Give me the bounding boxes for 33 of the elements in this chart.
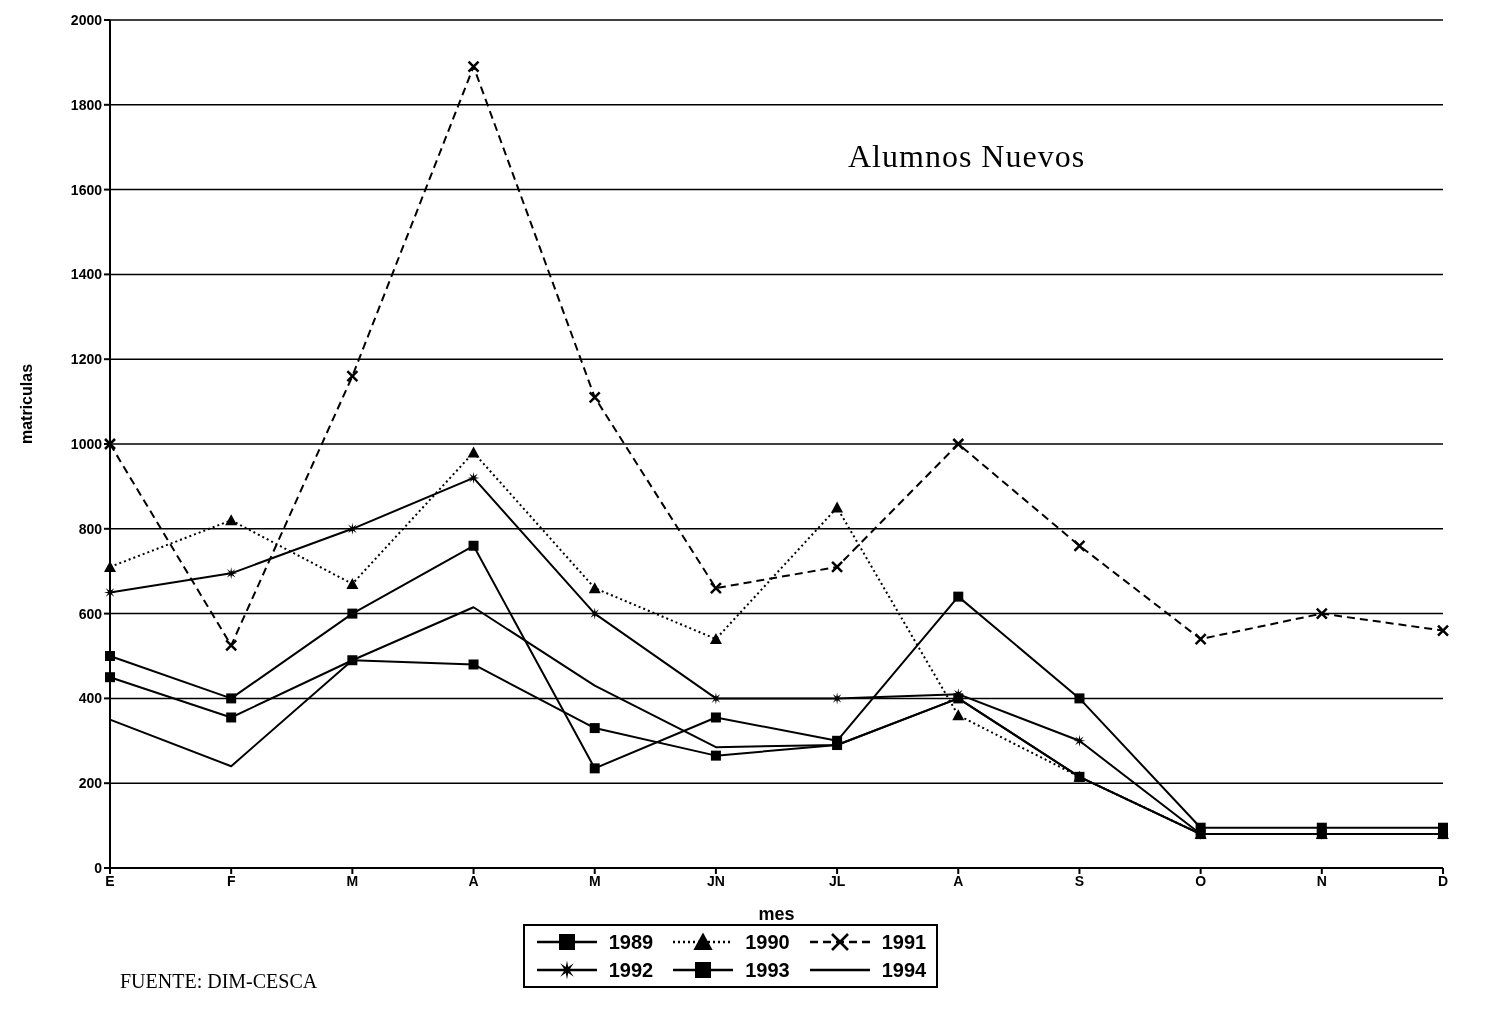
- x-tick-label: A: [468, 872, 479, 889]
- y-tick-label: 2000: [70, 11, 103, 28]
- y-tick-label: 1000: [70, 435, 103, 452]
- y-tick-label: 200: [78, 775, 103, 792]
- legend-label: 1989: [608, 930, 654, 954]
- x-axis-title: mes: [758, 904, 795, 924]
- legend-label: 1993: [745, 958, 790, 982]
- y-tick-label: 1800: [70, 96, 103, 113]
- y-tick-label: 600: [78, 605, 103, 622]
- x-tick-label: JN: [706, 872, 725, 889]
- y-tick-label: 1400: [70, 266, 103, 283]
- source-note: FUENTE: DIM-CESCA: [120, 970, 318, 993]
- x-tick-label: M: [346, 872, 359, 889]
- x-tick-label: S: [1074, 872, 1085, 889]
- y-tick-label: 800: [78, 520, 103, 537]
- x-tick-label: M: [588, 872, 601, 889]
- legend-label: 1990: [745, 930, 790, 954]
- y-tick-label: 1600: [70, 181, 103, 198]
- x-tick-label: O: [1195, 872, 1207, 889]
- x-tick-label: JL: [828, 872, 846, 889]
- legend-label: 1992: [608, 958, 654, 982]
- x-tick-label: D: [1437, 872, 1449, 889]
- y-axis-title: matriculas: [17, 363, 35, 444]
- y-tick-label: 400: [78, 690, 103, 707]
- x-tick-label: N: [1316, 872, 1327, 889]
- x-tick-label: A: [953, 872, 964, 889]
- x-tick-label: E: [105, 872, 115, 889]
- y-tick-label: 1200: [70, 351, 103, 368]
- x-tick-label: F: [226, 872, 236, 889]
- text: Alumnos Nuevos: [848, 138, 1086, 175]
- legend-label: 1991: [881, 930, 927, 954]
- legend-label: 1994: [881, 958, 927, 982]
- y-tick-label: 0: [94, 859, 103, 876]
